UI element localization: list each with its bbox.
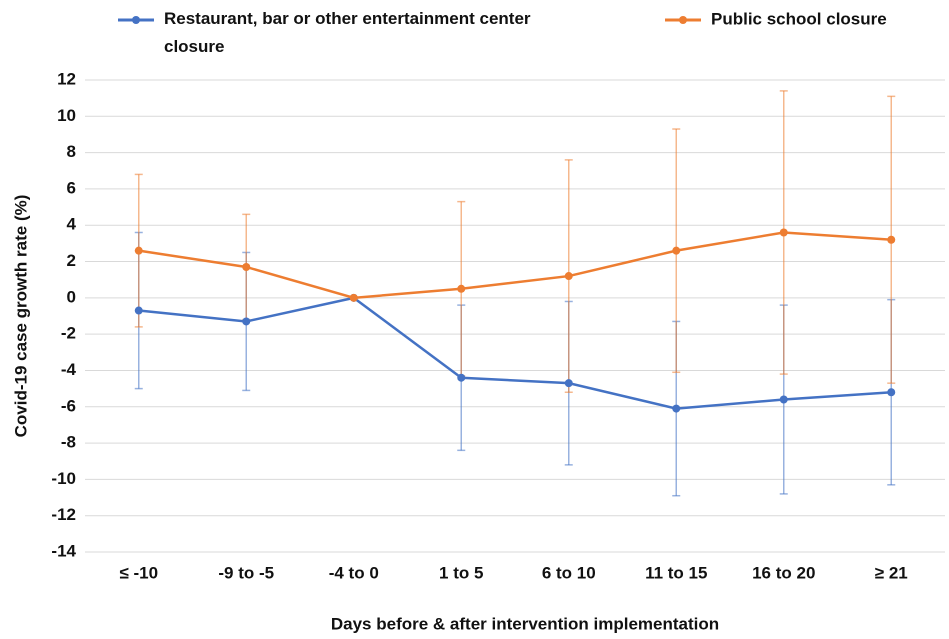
legend-label: Public school closure [711,9,887,28]
data-point [887,388,896,397]
data-point [457,284,466,293]
data-point [242,262,251,271]
y-tick-label: 12 [57,69,76,88]
x-tick-label: 6 to 10 [542,563,596,582]
y-tick-label: -12 [51,505,76,524]
y-tick-label: -10 [51,469,76,488]
data-point [672,246,681,255]
x-tick-label: -9 to -5 [218,563,274,582]
data-point [457,373,466,382]
data-point [134,306,143,315]
y-tick-label: 2 [67,251,76,270]
y-tick-label: 6 [67,178,76,197]
data-point [779,228,788,237]
data-point [779,395,788,404]
series-line [138,296,892,410]
x-tick-label: ≥ 21 [875,563,908,582]
y-tick-label: -6 [61,396,76,415]
y-tick-label: -2 [61,324,76,343]
data-point [564,379,573,388]
x-tick-label: 11 to 15 [645,563,707,582]
y-tick-label: -14 [51,541,76,560]
y-tick-label: 8 [67,142,76,161]
x-tick-label: ≤ -10 [119,563,158,582]
y-tick-label: 0 [67,287,76,306]
y-tick-label: -4 [61,360,77,379]
y-tick-label: 10 [57,106,76,125]
y-tick-label: -8 [61,433,76,452]
x-tick-label: 16 to 20 [752,563,815,582]
y-axis-label: Covid-19 case growth rate (%) [11,195,30,438]
x-tick-label: 1 to 5 [439,563,483,582]
data-point [887,235,896,244]
data-point [242,317,251,326]
data-point [672,404,681,413]
legend-marker [132,16,140,24]
legend-label: Restaurant, bar or other entertainment c… [164,9,531,56]
x-tick-label: -4 to 0 [329,563,379,582]
series-line [138,231,892,300]
data-point [564,272,573,281]
x-axis-label: Days before & after intervention impleme… [331,614,719,633]
data-point [134,246,143,255]
legend-marker [679,16,687,24]
y-tick-label: 4 [67,215,77,234]
data-point [349,293,358,302]
